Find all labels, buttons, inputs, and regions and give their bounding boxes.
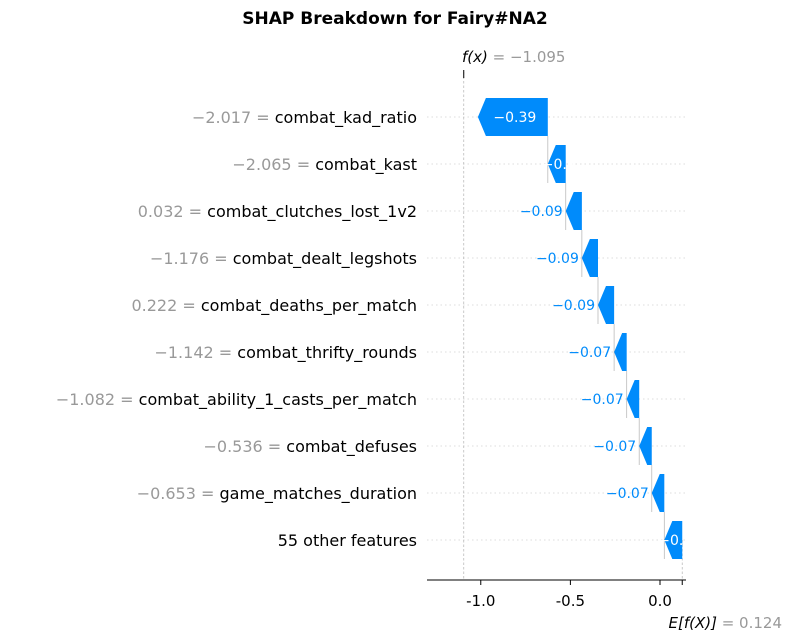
feature-label: −2.017 = combat_kad_ratio: [192, 108, 417, 128]
feature-name: combat_dealt_legshots: [233, 249, 417, 269]
feature-label: 0.222 = combat_deaths_per_match: [131, 296, 417, 316]
shap-value-label: −0.39: [493, 110, 536, 126]
shap-bar: [581, 239, 598, 277]
shap-value-label: −0.07: [606, 486, 649, 502]
feature-value: 0.222: [131, 296, 177, 315]
shap-bar: [664, 521, 683, 559]
shap-bar: [614, 333, 627, 371]
shap-value-label: −0.09: [552, 298, 595, 314]
equals-sign: =: [177, 296, 201, 315]
x-tick-label: -0.5: [556, 592, 585, 610]
feature-value: −1.176: [150, 249, 209, 268]
x-tick-label: 0.0: [648, 592, 672, 610]
shap-value-label: −0.07: [568, 345, 611, 361]
fx-name: f(x): [462, 48, 488, 66]
feature-value: −0.536: [204, 437, 263, 456]
shap-value-label: −0.07: [581, 392, 624, 408]
feature-label: −0.653 = game_matches_duration: [137, 484, 417, 504]
feature-name: combat_deaths_per_match: [201, 296, 417, 316]
fx-label: f(x) = −1.095: [462, 48, 566, 66]
shap-value-label: −0.1: [658, 533, 692, 549]
shap-value-label: −0.1: [542, 157, 576, 173]
feature-label: 55 other features: [278, 531, 417, 550]
ex-value: = 0.124: [717, 614, 782, 632]
chart-title: SHAP Breakdown for Fairy#NA2: [242, 9, 547, 29]
feature-label: −1.176 = combat_dealt_legshots: [150, 249, 417, 269]
feature-name: combat_thrifty_rounds: [237, 343, 417, 363]
feature-label: −2.065 = combat_kast: [232, 155, 417, 175]
shap-value-label: −0.09: [520, 204, 563, 220]
shap-bar: [651, 474, 665, 512]
feature-value: −2.065: [232, 155, 291, 174]
equals-sign: =: [251, 108, 275, 127]
feature-name: 55 other features: [278, 531, 417, 550]
equals-sign: =: [115, 390, 139, 409]
x-tick-label: -1.0: [466, 592, 495, 610]
ex-label: E[f(X)] = 0.124: [669, 614, 783, 632]
shap-bar: [639, 427, 652, 465]
shap-bar: [597, 286, 615, 324]
fx-value: = −1.095: [488, 48, 566, 66]
feature-value: −0.653: [137, 484, 196, 503]
equals-sign: =: [209, 249, 233, 268]
shap-bar: [547, 145, 566, 183]
shap-value-label: −0.07: [593, 439, 636, 455]
equals-sign: =: [263, 437, 287, 456]
feature-name: combat_ability_1_casts_per_match: [139, 390, 417, 410]
feature-value: −1.082: [56, 390, 115, 409]
feature-name: combat_clutches_lost_1v2: [207, 202, 417, 222]
feature-value: −1.142: [154, 343, 213, 362]
ex-name: E[f(X)]: [669, 614, 718, 632]
shap-value-label: −0.09: [536, 251, 579, 267]
feature-name: combat_defuses: [286, 437, 417, 457]
shap-bar: [477, 98, 548, 136]
feature-value: −2.017: [192, 108, 251, 127]
feature-name: game_matches_duration: [220, 484, 418, 504]
feature-name: combat_kast: [315, 155, 417, 175]
equals-sign: =: [184, 202, 208, 221]
feature-name: combat_kad_ratio: [275, 108, 417, 128]
feature-label: −0.536 = combat_defuses: [204, 437, 418, 457]
feature-value: 0.032: [138, 202, 184, 221]
equals-sign: =: [196, 484, 220, 503]
feature-label: −1.142 = combat_thrifty_rounds: [154, 343, 417, 363]
shap-bar: [565, 192, 582, 230]
shap-bar: [626, 380, 640, 418]
equals-sign: =: [214, 343, 238, 362]
equals-sign: =: [292, 155, 316, 174]
feature-label: −1.082 = combat_ability_1_casts_per_matc…: [56, 390, 417, 410]
feature-label: 0.032 = combat_clutches_lost_1v2: [138, 202, 417, 222]
